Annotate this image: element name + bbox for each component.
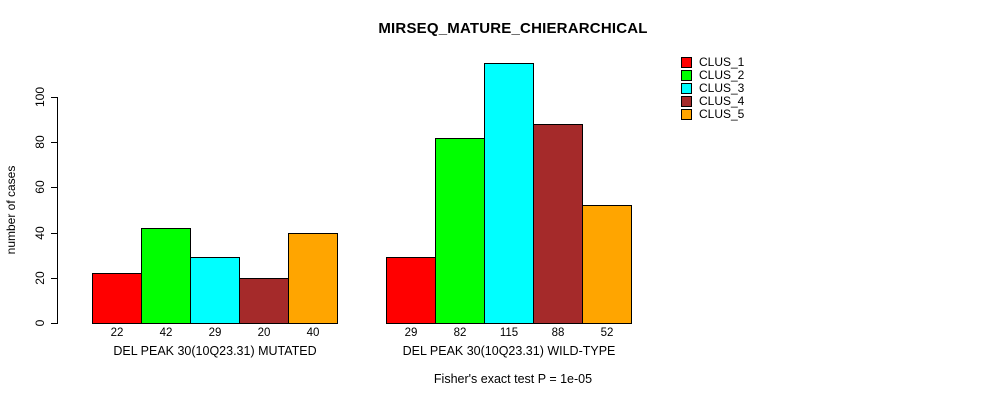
legend-item-label: CLUS_4 <box>699 94 745 108</box>
y-axis-tick <box>51 233 57 234</box>
legend-item-label: CLUS_3 <box>699 81 745 95</box>
legend-item-label: CLUS_5 <box>699 107 745 121</box>
bar-clus_1 <box>386 257 436 324</box>
group-axis-label: DEL PEAK 30(10Q23.31) MUTATED <box>113 344 317 358</box>
statistical-test-annotation: Fisher's exact test P = 1e-05 <box>433 372 593 386</box>
bar-value-label: 29 <box>404 327 418 339</box>
bar-value-label: 20 <box>257 327 271 339</box>
y-axis-tick-label: 100 <box>33 86 47 108</box>
legend-color-swatch <box>681 95 692 107</box>
y-axis-tick <box>51 142 57 143</box>
bar-clus_3 <box>484 63 534 324</box>
chart-title: MIRSEQ_MATURE_CHIERARCHICAL <box>378 20 648 37</box>
legend-color-swatch <box>681 69 692 81</box>
bar-clus_1 <box>92 273 142 324</box>
bar-value-label: 88 <box>551 327 565 339</box>
y-axis-tick <box>51 187 57 188</box>
bar-clus_3 <box>190 257 240 324</box>
bar-clus_2 <box>141 228 191 324</box>
legend-color-swatch <box>681 56 692 68</box>
legend-item-label: CLUS_1 <box>699 55 745 69</box>
y-axis-tick <box>51 97 57 98</box>
legend-item-label: CLUS_2 <box>699 68 745 82</box>
bar-value-label: 52 <box>600 327 614 339</box>
bar-clus_4 <box>239 278 289 324</box>
bar-value-label: 42 <box>159 327 173 339</box>
bar-clus_5 <box>288 233 338 324</box>
bar-clus_2 <box>435 138 485 324</box>
bar-value-label: 22 <box>110 327 124 339</box>
group-axis-label: DEL PEAK 30(10Q23.31) WILD-TYPE <box>402 344 616 358</box>
bar-clus_5 <box>582 205 632 324</box>
y-axis-tick <box>51 323 57 324</box>
bar-value-label: 29 <box>208 327 222 339</box>
y-axis-tick <box>51 278 57 279</box>
bar-value-label: 82 <box>453 327 467 339</box>
legend-color-swatch <box>681 82 692 94</box>
bar-value-label: 115 <box>499 327 519 339</box>
y-axis-line <box>57 97 58 324</box>
bar-value-label: 40 <box>306 327 320 339</box>
legend-color-swatch <box>681 108 692 120</box>
bar-clus_4 <box>533 124 583 324</box>
